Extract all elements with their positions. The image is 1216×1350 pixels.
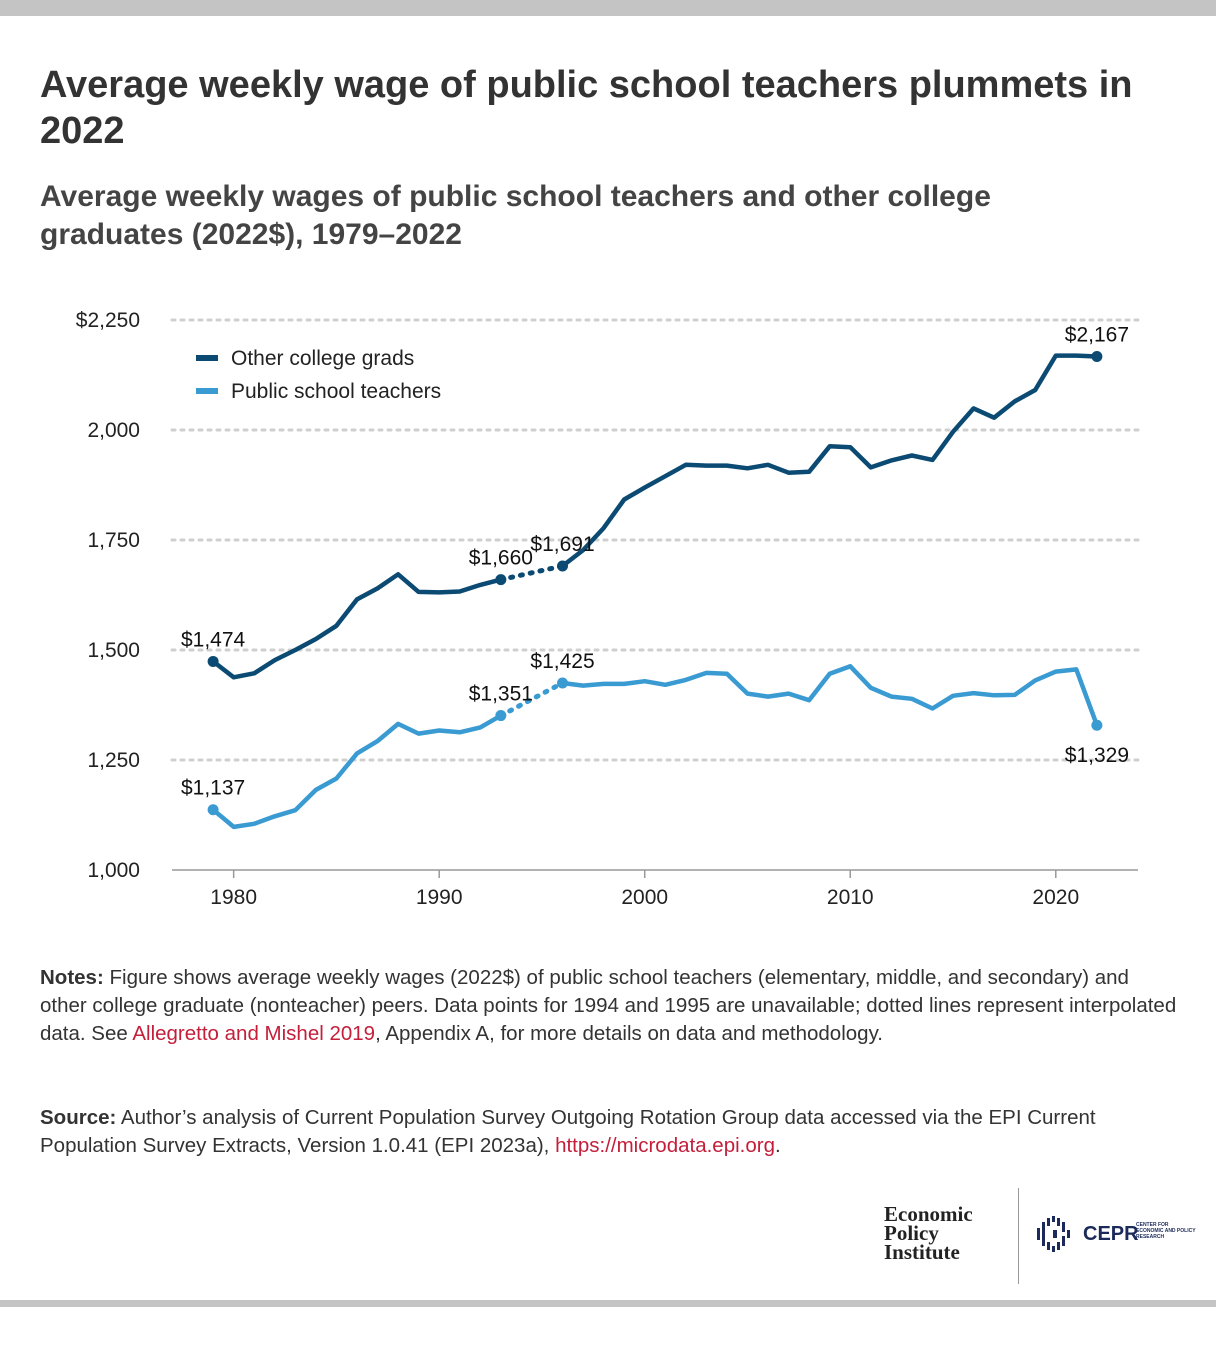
source: Source: Author’s analysis of Current Pop… — [40, 1104, 1180, 1160]
data-label: $1,660 — [469, 547, 533, 570]
y-tick-label: 1,250 — [87, 749, 140, 772]
notes-text-end: , Appendix A, for more details on data a… — [375, 1022, 883, 1045]
x-tick-label: 1990 — [416, 886, 463, 909]
chart-data-labels: $1,474 $1,660$1,691 $2,167 $1,137 $1,351 $1,4… — [181, 324, 1129, 800]
notes-label: Notes: — [40, 966, 104, 989]
data-point — [207, 804, 219, 816]
y-tick-label: 1,000 — [87, 859, 140, 882]
cepr-mark-icon — [1037, 1216, 1070, 1252]
epi-logo-line1: Economic — [884, 1202, 973, 1226]
epi-logo-line2: Policy — [884, 1221, 939, 1245]
bottom-border — [0, 1300, 1216, 1307]
data-label: $1,329 — [1065, 744, 1129, 767]
data-point — [495, 710, 507, 722]
chart-gridlines — [170, 318, 1140, 762]
y-tick-label: $2,250 — [76, 309, 140, 332]
data-label: $1,691 — [530, 533, 594, 556]
chart-subtitle: Average weekly wages of public school te… — [40, 180, 991, 251]
logo-divider — [1018, 1188, 1019, 1284]
data-point — [495, 574, 507, 586]
notes-text: Figure shows average weekly wages (2022$… — [40, 966, 1177, 1045]
series-line-interpolated — [498, 563, 565, 583]
chart-axes: 1,000 1,250 1,500 1,750 2,000 $2,250 1980 1990 2… — [76, 309, 1138, 909]
x-tick-label: 1980 — [210, 886, 257, 909]
series-line — [210, 572, 504, 680]
cepr-tagline: CENTER FOR ECONOMIC AND POLICY RESEARCH — [1136, 1222, 1196, 1240]
data-point — [557, 560, 569, 572]
series-line-interpolated — [498, 680, 565, 719]
cepr-wordmark: CEPR — [1083, 1223, 1139, 1245]
y-tick-label: 1,750 — [87, 529, 140, 552]
epi-logo-line3: Institute — [884, 1240, 960, 1264]
series-line — [560, 664, 1100, 728]
x-tick-label: 2000 — [621, 886, 668, 909]
data-label: $2,167 — [1065, 324, 1129, 347]
data-point — [207, 655, 219, 667]
line-chart: 1,000 1,250 1,500 1,750 2,000 $2,250 1980 1990 2… — [76, 309, 1140, 909]
legend-label: Public school teachers — [231, 380, 441, 403]
data-label: $1,351 — [469, 683, 533, 706]
series-public-school-teachers — [207, 664, 1103, 830]
legend-label: Other college grads — [231, 347, 414, 370]
y-tick-label: 1,500 — [87, 639, 140, 662]
series-other-college-grads — [207, 351, 1103, 680]
data-point — [1091, 351, 1103, 363]
chart-legend: Other college grads Public school teacher… — [196, 347, 441, 403]
series-line — [560, 353, 1100, 569]
epi-logo: Economic Policy Institute — [884, 1202, 1004, 1264]
notes: Notes: Figure shows average weekly wages… — [40, 964, 1180, 1048]
data-label: $1,474 — [181, 628, 246, 651]
notes-link[interactable]: Allegretto and Mishel 2019 — [132, 1022, 376, 1045]
source-text-end: . — [774, 1134, 781, 1157]
chart-title: Average weekly wage of public school tea… — [40, 64, 1133, 152]
y-tick-label: 2,000 — [87, 419, 140, 442]
data-point — [1091, 719, 1103, 731]
source-text: Author’s analysis of Current Population … — [40, 1106, 1096, 1157]
data-point — [557, 677, 569, 689]
chart-series — [207, 351, 1103, 830]
x-tick-label: 2010 — [827, 886, 874, 909]
data-label: $1,425 — [530, 650, 594, 673]
top-border — [0, 0, 1216, 16]
data-label: $1,137 — [181, 777, 245, 800]
cepr-logo: CEPR CENTER FOR ECONOMIC AND POLICY RESE… — [1033, 1214, 1195, 1254]
series-line — [210, 713, 504, 830]
x-tick-label: 2020 — [1032, 886, 1079, 909]
source-link[interactable]: https://microdata.epi.org — [555, 1134, 775, 1157]
source-label: Source: — [40, 1106, 117, 1129]
